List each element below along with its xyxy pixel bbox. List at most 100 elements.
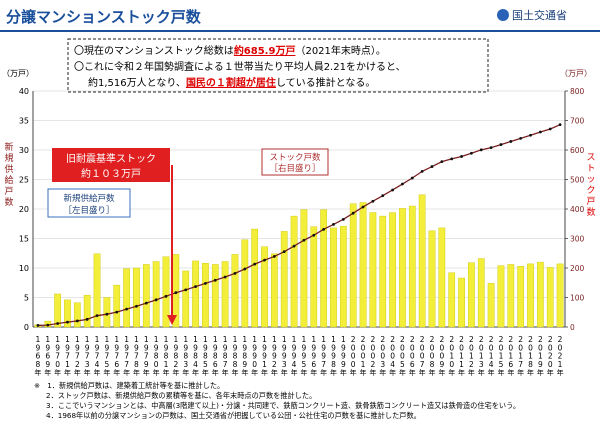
stock-marker: [450, 157, 454, 161]
stock-marker: [75, 319, 79, 323]
x-tick-char: 1: [193, 335, 198, 344]
x-tick-char: 5: [104, 360, 109, 369]
x-tick-suffix: 年: [478, 368, 485, 377]
x-tick-char: 8: [36, 360, 41, 369]
x-tick-char: 2: [489, 335, 494, 344]
x-tick-char: 9: [213, 343, 218, 352]
x-tick-suffix: 年: [222, 368, 229, 377]
stock-marker: [322, 227, 326, 231]
x-tick-char: 1: [321, 335, 326, 344]
x-tick-char: 2: [508, 335, 513, 344]
y2-tick-label: 200: [570, 264, 585, 273]
x-tick-suffix: 年: [271, 368, 278, 377]
x-tick-char: 0: [518, 343, 523, 352]
x-tick-suffix: 年: [507, 368, 514, 377]
bar: [83, 294, 91, 328]
bar: [152, 261, 160, 328]
stock-marker: [332, 222, 335, 226]
y-tick-label: 0: [24, 323, 29, 332]
x-tick-char: 2: [548, 352, 553, 361]
x-tick-char: 0: [370, 343, 375, 352]
x-tick-char: 9: [242, 360, 247, 369]
x-tick-char: 6: [36, 352, 41, 361]
x-tick-suffix: 年: [133, 368, 140, 377]
bar: [54, 293, 61, 328]
x-tick-char: 0: [400, 352, 405, 361]
x-tick-char: 8: [430, 360, 435, 369]
stock-marker: [361, 205, 365, 209]
x-tick-char: 9: [311, 352, 316, 361]
stock-marker: [470, 151, 473, 155]
x-tick-char: 7: [55, 352, 60, 361]
x-tick-char: 9: [252, 352, 257, 361]
x-tick-char: 7: [85, 352, 90, 361]
x-tick-suffix: 年: [409, 368, 416, 377]
x-tick-char: 8: [183, 352, 188, 361]
x-tick-suffix: 年: [212, 368, 219, 377]
x-tick-suffix: 年: [310, 368, 317, 377]
y2-axis-title-char: ッ: [586, 175, 595, 185]
x-tick-suffix: 年: [113, 368, 120, 377]
stock-marker: [105, 312, 109, 316]
x-tick-char: 9: [95, 343, 100, 352]
y-axis-title-char: 戸: [4, 186, 13, 197]
x-tick-char: 0: [390, 343, 395, 352]
logo-icon: [497, 9, 509, 21]
info-highlight: 国民の１割超が居住: [186, 76, 276, 89]
y2-tick-label: 300: [570, 235, 585, 244]
x-tick-suffix: 年: [488, 368, 495, 377]
stock-marker: [391, 188, 394, 192]
logo-text: 国土交通省: [512, 8, 567, 22]
callout-box: [47, 188, 131, 218]
y-axis-title-char: 給: [4, 174, 13, 186]
x-tick-char: 1: [85, 335, 90, 344]
y-axis-title-char: 数: [4, 196, 13, 208]
stock-marker: [194, 285, 197, 288]
x-tick-char: 8: [233, 352, 238, 361]
x-tick-suffix: 年: [281, 368, 288, 377]
x-tick-char: 1: [341, 335, 346, 344]
x-tick-suffix: 年: [350, 368, 357, 377]
x-tick-char: 0: [489, 343, 494, 352]
x-tick-char: 9: [233, 343, 238, 352]
x-tick-suffix: 年: [330, 368, 337, 377]
x-tick-suffix: 年: [517, 368, 524, 377]
x-tick-char: 0: [390, 352, 395, 361]
x-tick-char: 2: [430, 335, 435, 344]
x-tick-char: 9: [292, 352, 297, 361]
x-tick-char: 9: [292, 343, 297, 352]
bar: [123, 268, 130, 328]
x-tick-char: 1: [65, 335, 70, 344]
x-tick-char: 9: [203, 343, 208, 352]
x-tick-suffix: 年: [123, 368, 130, 377]
x-tick-char: 0: [370, 352, 375, 361]
x-tick-suffix: 年: [153, 368, 160, 377]
stock-marker: [36, 324, 40, 327]
x-tick-char: 4: [193, 360, 198, 369]
y2-tick-label: 700: [570, 117, 585, 126]
x-tick-suffix: 年: [143, 368, 150, 377]
x-tick-char: 2: [272, 360, 277, 369]
x-tick-suffix: 年: [399, 368, 406, 377]
legend-sub: ［右目盛り］: [269, 163, 320, 174]
x-tick-char: 9: [164, 343, 169, 352]
x-tick-char: 9: [144, 343, 149, 352]
y2-tick-label: 100: [570, 294, 585, 303]
x-tick-char: 2: [390, 335, 395, 344]
x-tick-char: 6: [213, 360, 218, 369]
x-tick-char: 1: [302, 335, 307, 344]
stock-marker: [558, 123, 562, 127]
stock-marker: [213, 278, 217, 282]
bar: [418, 194, 426, 328]
legend-label: 新規供給戸数: [63, 193, 115, 204]
x-tick-char: 0: [400, 343, 405, 352]
stock-marker: [85, 317, 89, 321]
x-tick-suffix: 年: [192, 368, 199, 377]
x-tick-char: 0: [558, 343, 563, 352]
